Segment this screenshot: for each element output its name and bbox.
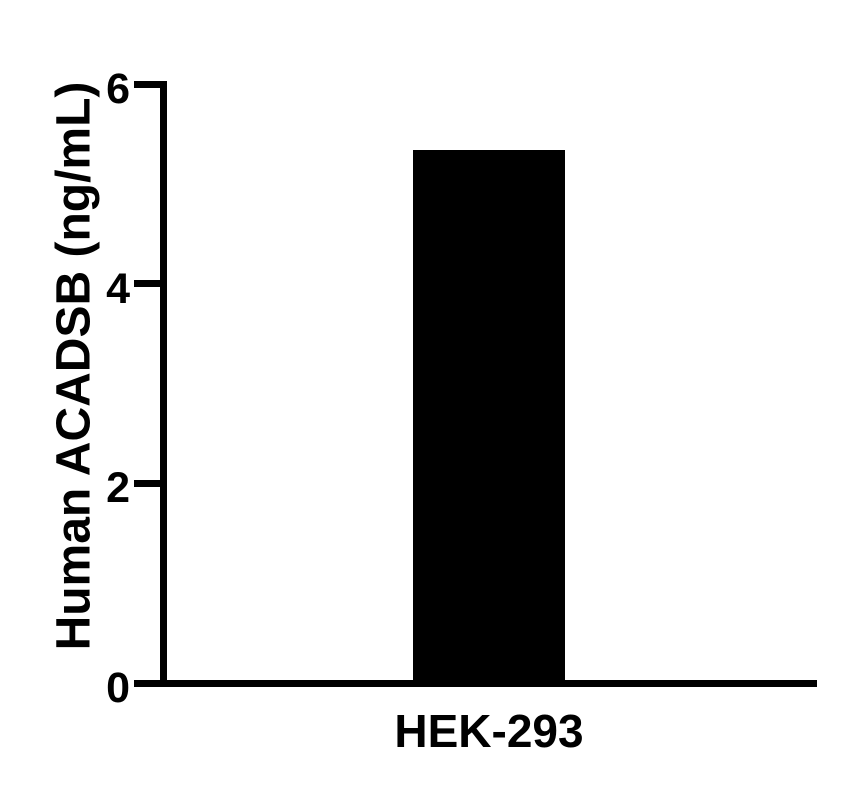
x-axis-line <box>160 680 817 687</box>
y-tick-label: 6 <box>106 65 130 113</box>
y-tick-label: 4 <box>106 264 130 313</box>
x-category-label: HEK-293 <box>394 705 584 757</box>
y-axis-title: Human ACADSB (ng/mL) <box>47 81 101 651</box>
y-tick <box>134 80 160 88</box>
bar-hek-293 <box>413 149 565 683</box>
y-tick <box>134 679 160 687</box>
y-tick-label: 0 <box>106 664 130 712</box>
y-tick-label: 2 <box>106 464 130 513</box>
y-tick <box>134 479 160 487</box>
y-tick <box>134 280 160 288</box>
y-axis-line <box>160 81 167 687</box>
